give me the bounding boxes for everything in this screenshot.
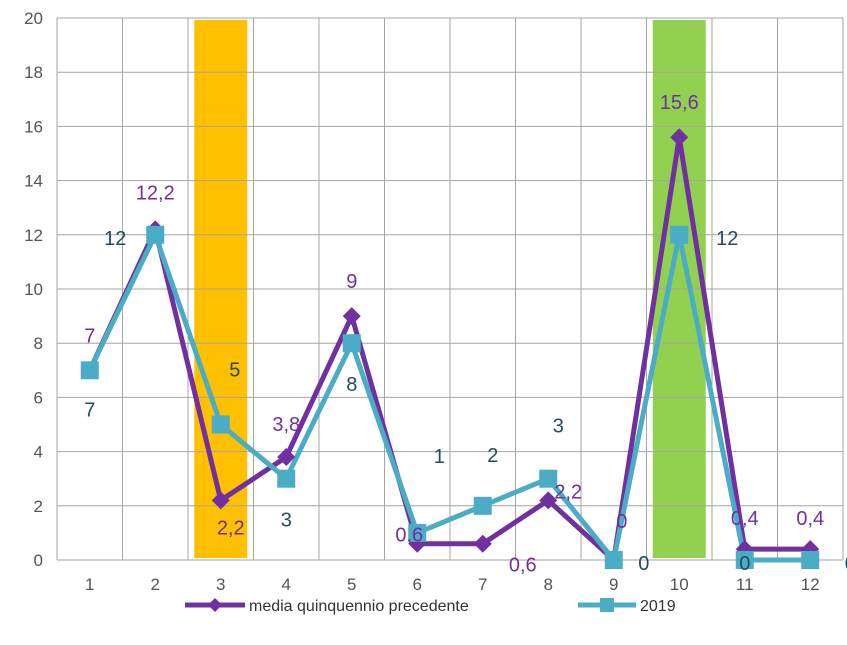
x-tick-label: 2 bbox=[151, 575, 160, 594]
y-tick-label: 2 bbox=[34, 497, 43, 516]
data-label-series2: 12 bbox=[104, 228, 126, 250]
data-label-series2: 7 bbox=[84, 399, 95, 421]
data-label-series2: 1 bbox=[434, 446, 445, 468]
y-tick-label: 8 bbox=[34, 334, 43, 353]
data-label-series2: 3 bbox=[553, 416, 564, 438]
x-tick-label: 10 bbox=[670, 575, 689, 594]
legend-swatch-marker bbox=[208, 598, 222, 612]
marker-square bbox=[211, 415, 230, 434]
data-label-series1: 9 bbox=[346, 271, 357, 293]
data-label-series1: 0,6 bbox=[509, 555, 537, 577]
data-label-series1: 7 bbox=[84, 325, 95, 347]
marker-square bbox=[801, 551, 820, 569]
x-tick-label: 1 bbox=[85, 575, 94, 594]
x-axis-ticks: 1 2 3 4 5 6 7 8 9 10 11 12 bbox=[85, 575, 820, 594]
y-tick-label: 0 bbox=[34, 551, 43, 570]
data-label-series1: 0 bbox=[616, 511, 627, 533]
data-label-series2: 12 bbox=[716, 228, 738, 250]
x-tick-label: 5 bbox=[347, 575, 356, 594]
y-tick-label: 4 bbox=[34, 443, 43, 462]
x-tick-label: 8 bbox=[544, 575, 553, 594]
data-label-series1: 0,4 bbox=[731, 508, 759, 530]
data-label-series2: 0 bbox=[739, 553, 750, 575]
data-label-series1: 3,8 bbox=[272, 414, 300, 436]
marker-square bbox=[277, 469, 296, 488]
y-tick-label: 16 bbox=[24, 117, 43, 136]
x-tick-label: 6 bbox=[413, 575, 422, 594]
y-tick-label: 6 bbox=[34, 388, 43, 407]
y-tick-label: 14 bbox=[24, 172, 43, 191]
marker-square bbox=[342, 334, 361, 353]
x-tick-label: 12 bbox=[801, 575, 820, 594]
marker-square bbox=[539, 469, 558, 488]
marker-diamond bbox=[539, 491, 558, 510]
data-label-series1: 15,6 bbox=[660, 92, 699, 114]
x-tick-label: 4 bbox=[282, 575, 291, 594]
data-label-series2: 0 bbox=[638, 553, 649, 575]
data-label-series1: 2,2 bbox=[554, 481, 582, 503]
y-tick-label: 18 bbox=[24, 63, 43, 82]
x-tick-label: 3 bbox=[216, 575, 225, 594]
marker-square bbox=[80, 361, 99, 380]
data-label-series2: 3 bbox=[281, 510, 292, 532]
y-tick-label: 12 bbox=[24, 226, 43, 245]
series-line-1 bbox=[87, 134, 813, 563]
y-tick-label: 10 bbox=[24, 280, 43, 299]
x-tick-label: 11 bbox=[736, 575, 754, 594]
data-label-series2: 5 bbox=[229, 360, 240, 382]
marker-square bbox=[670, 225, 689, 244]
x-tick-label: 9 bbox=[609, 575, 618, 594]
marker-square bbox=[408, 523, 427, 542]
series-line-2 bbox=[87, 232, 813, 563]
legend-swatch-marker bbox=[600, 598, 614, 612]
marker-square bbox=[604, 551, 623, 569]
marker-diamond bbox=[211, 491, 230, 510]
data-label-series1: 0,6 bbox=[395, 525, 423, 547]
data-label-series1: 2,2 bbox=[217, 517, 245, 539]
marker-diamond bbox=[670, 128, 689, 147]
data-label-series2: 2 bbox=[487, 445, 498, 467]
x-tick-label: 7 bbox=[478, 575, 487, 594]
y-tick-label: 20 bbox=[24, 9, 43, 28]
legend-label: media quinquennio precedente bbox=[249, 598, 469, 615]
marker-square bbox=[146, 225, 165, 244]
data-label-series1: 12,2 bbox=[136, 182, 175, 204]
y-axis-ticks: 0 2 4 6 8 10 12 14 16 18 20 bbox=[24, 9, 43, 570]
marker-diamond bbox=[342, 307, 361, 326]
marker-square bbox=[473, 496, 492, 515]
series-lines bbox=[87, 134, 813, 563]
series-markers bbox=[80, 128, 820, 569]
gridlines bbox=[56, 17, 844, 561]
marker-diamond bbox=[473, 534, 492, 553]
legend-label: 2019 bbox=[640, 598, 676, 615]
marker-square bbox=[735, 551, 754, 569]
marker-diamond bbox=[277, 448, 296, 467]
data-label-series2: 0 bbox=[845, 553, 847, 575]
legend: media quinquennio precedente 2019 bbox=[185, 598, 676, 615]
data-label-series1: 0,4 bbox=[796, 508, 824, 530]
data-label-series2: 8 bbox=[346, 374, 357, 396]
